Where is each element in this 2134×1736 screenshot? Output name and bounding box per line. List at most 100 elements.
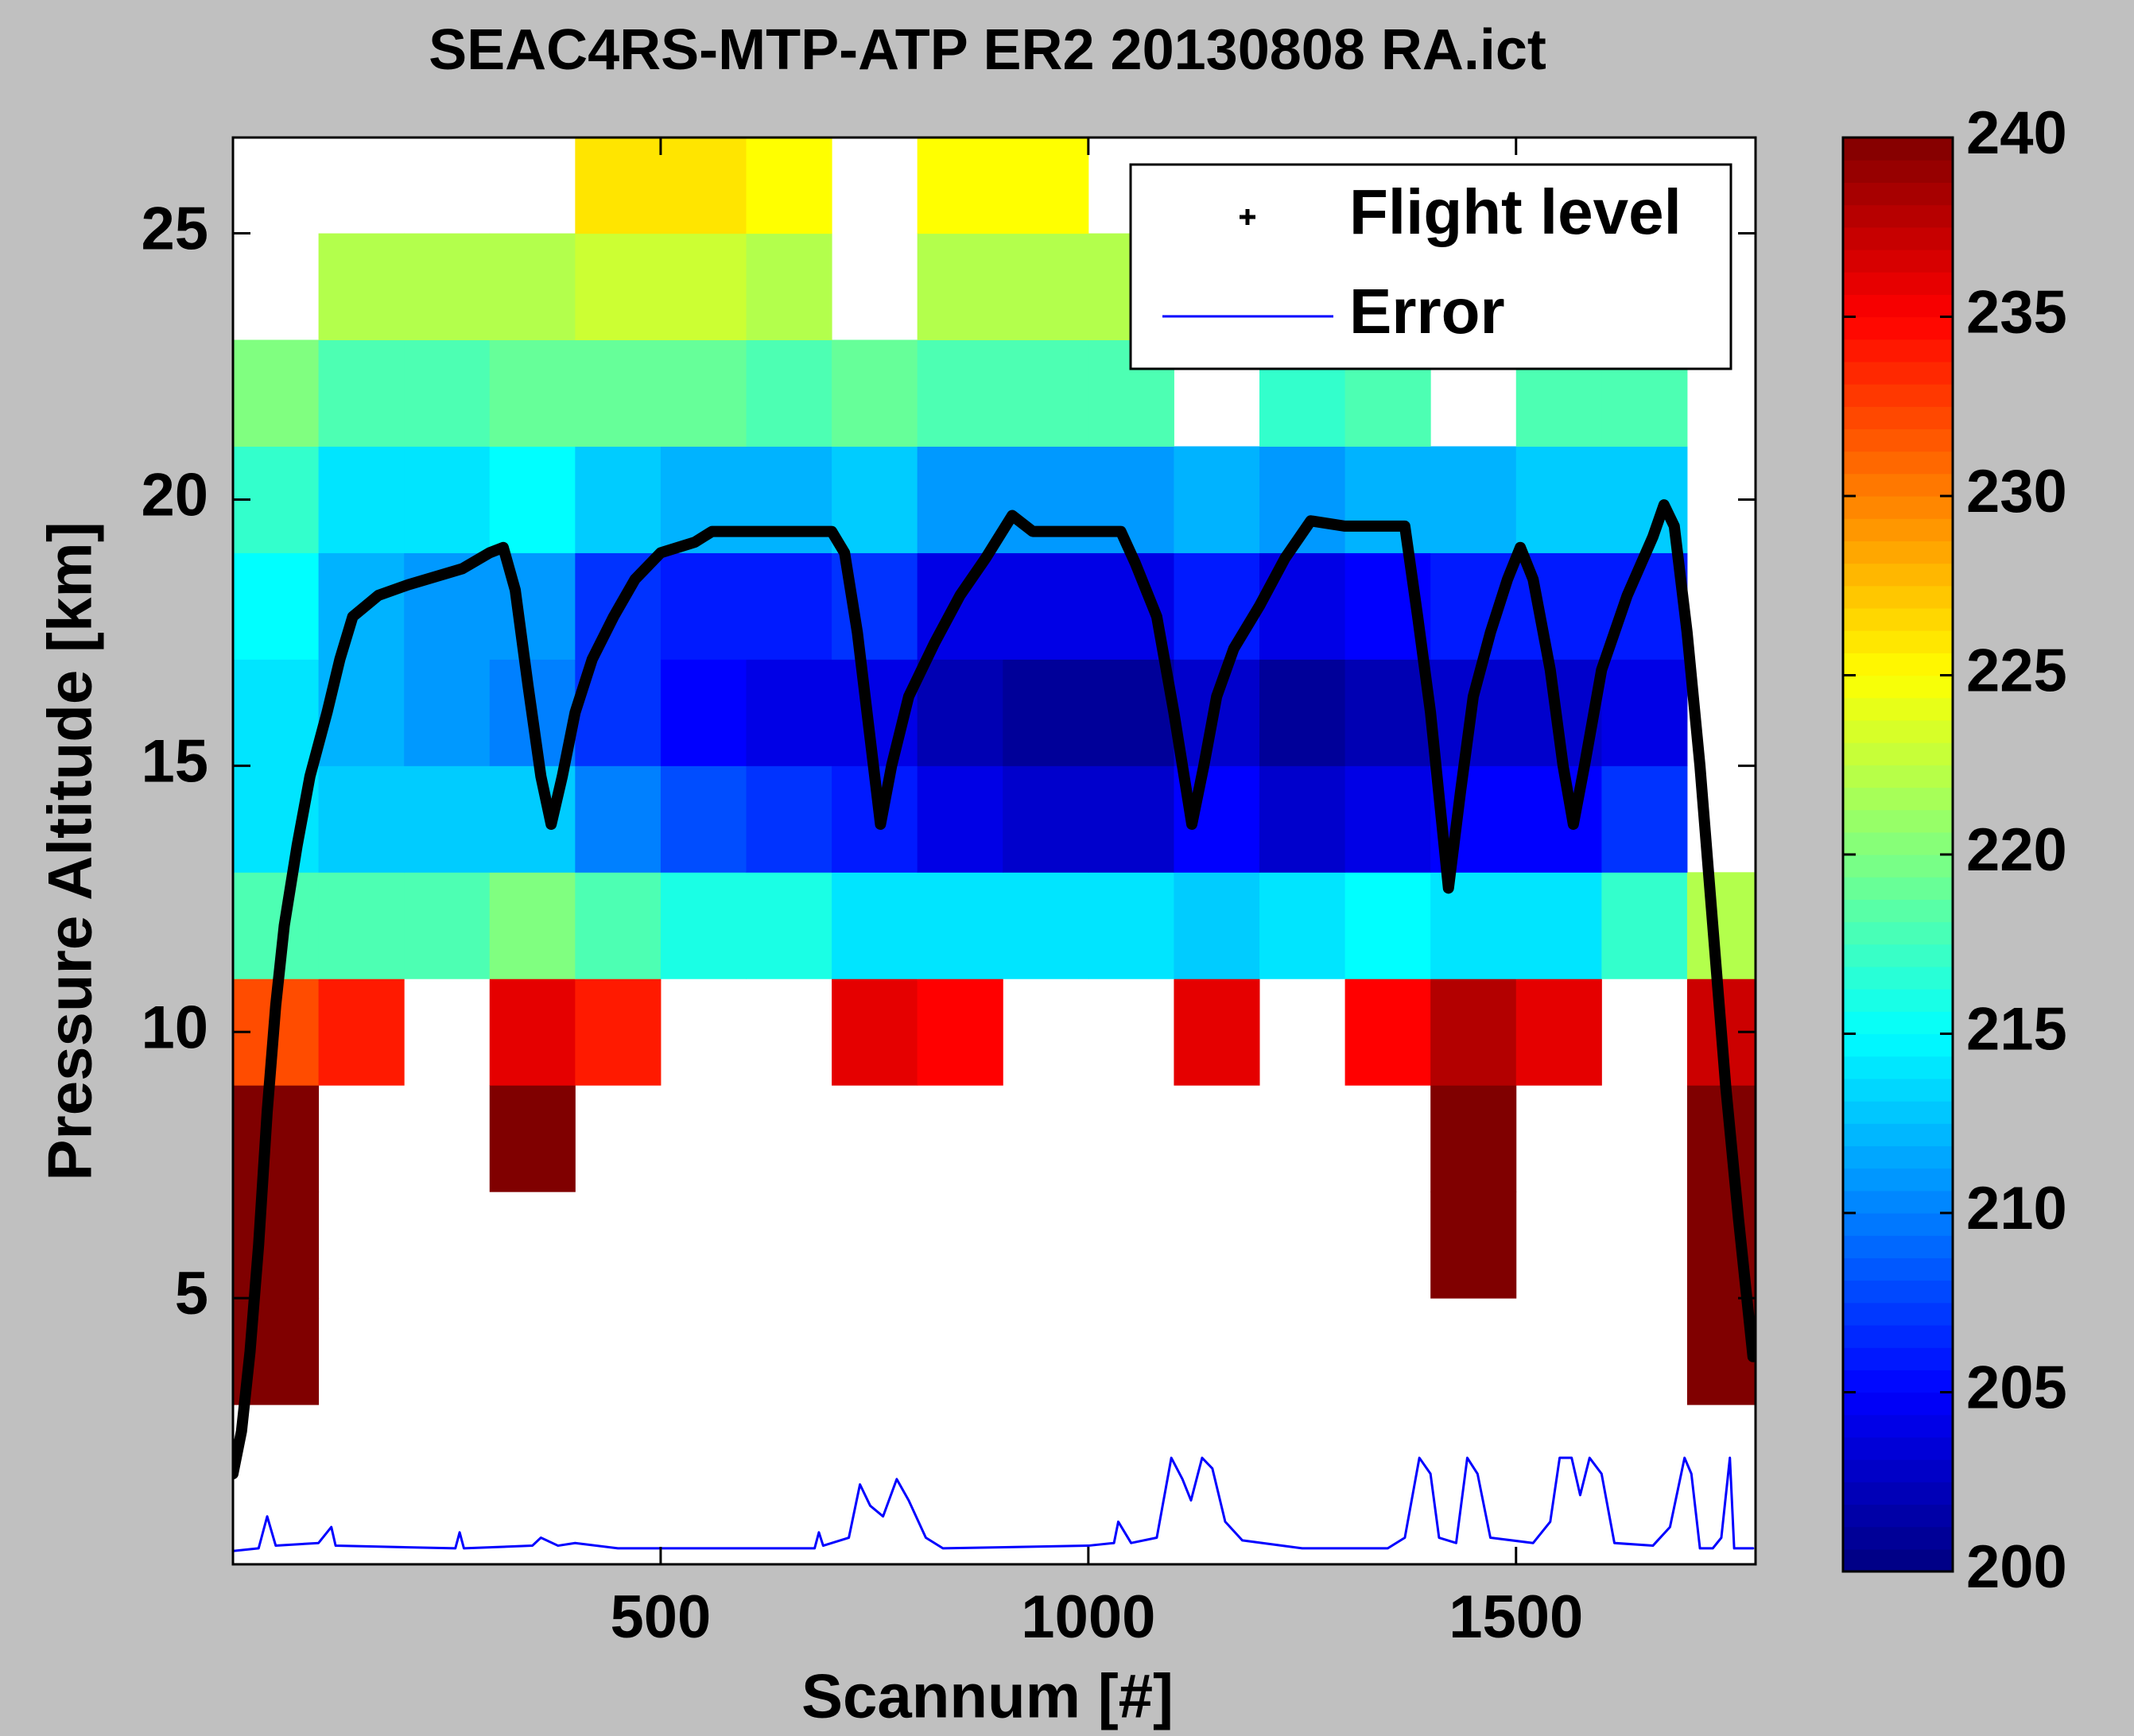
heatmap-cell bbox=[660, 765, 747, 873]
heatmap-cell bbox=[318, 765, 405, 873]
colorbar-segment bbox=[1843, 1302, 1953, 1326]
series-layer bbox=[233, 499, 1756, 1552]
heatmap-cell bbox=[404, 233, 491, 341]
heatmap-cell bbox=[746, 446, 832, 553]
colorbar-segment bbox=[1843, 966, 1953, 990]
heatmap-cell bbox=[318, 233, 405, 341]
heatmap-cell bbox=[1003, 339, 1089, 447]
colorbar-segment bbox=[1843, 877, 1953, 900]
heatmap-cell bbox=[1088, 659, 1174, 766]
heatmap-cell bbox=[575, 339, 662, 447]
heatmap-cell bbox=[1344, 765, 1431, 873]
colorbar-segment bbox=[1843, 809, 1953, 833]
heatmap-cell bbox=[1430, 1085, 1517, 1192]
heatmap-cell bbox=[1515, 978, 1602, 1086]
heatmap-cell bbox=[1088, 446, 1174, 553]
colorbar-segment bbox=[1843, 496, 1953, 519]
heatmap-cell bbox=[1601, 872, 1688, 979]
heatmap-cell bbox=[1601, 765, 1688, 873]
colorbar-segment bbox=[1843, 1370, 1953, 1393]
colorbar-segment bbox=[1843, 138, 1953, 161]
heatmap-cell bbox=[575, 233, 662, 341]
colorbar-segment bbox=[1843, 361, 1953, 385]
colorbar-segment bbox=[1843, 406, 1953, 430]
y-axis-label: Pressure Altitude [km] bbox=[35, 521, 105, 1180]
colorbar-segment bbox=[1843, 339, 1953, 362]
colorbar-segment bbox=[1843, 473, 1953, 497]
heatmap-cell bbox=[233, 552, 320, 660]
heatmap-cell bbox=[832, 978, 918, 1086]
colorbar-segment bbox=[1843, 563, 1953, 587]
heatmap-cell bbox=[318, 872, 405, 979]
colorbar-segment bbox=[1843, 719, 1953, 743]
heatmap-cell bbox=[746, 233, 832, 341]
heatmap-cell bbox=[489, 233, 576, 341]
heatmap-cell bbox=[746, 138, 832, 234]
colorbar-segment bbox=[1843, 1280, 1953, 1304]
heatmap-cell bbox=[233, 659, 320, 766]
heatmap-cell bbox=[489, 978, 576, 1086]
axes: 500 1000 1500 5 10 15 20 25 bbox=[141, 138, 1756, 1651]
heatmap-cell bbox=[404, 765, 491, 873]
colorbar-segment bbox=[1843, 1011, 1953, 1035]
colorbar-tick-label: 235 bbox=[1966, 279, 2067, 347]
heatmap-cell bbox=[1430, 978, 1517, 1086]
heatmap-cell bbox=[1344, 872, 1431, 979]
error-line bbox=[233, 1456, 1755, 1552]
colorbar-segment bbox=[1843, 384, 1953, 407]
colorbar-segment bbox=[1843, 451, 1953, 475]
legend-marker bbox=[1240, 209, 1255, 225]
colorbar-segment bbox=[1843, 1235, 1953, 1258]
heatmap-cell bbox=[489, 552, 576, 660]
colorbar-segment bbox=[1843, 182, 1953, 206]
heatmap-cell bbox=[660, 552, 747, 660]
heatmap-cell bbox=[1259, 765, 1346, 873]
colorbar-segment bbox=[1843, 1123, 1953, 1147]
colorbar-segment bbox=[1843, 607, 1953, 631]
heatmap-cell bbox=[917, 233, 1003, 341]
colorbar-segment bbox=[1843, 1078, 1953, 1102]
heatmap-cell bbox=[575, 978, 662, 1086]
heatmap-cell bbox=[489, 872, 576, 979]
colorbar-segment bbox=[1843, 854, 1953, 878]
colorbar-segment bbox=[1843, 1324, 1953, 1348]
heatmap-cell bbox=[1259, 659, 1346, 766]
heatmap-cell bbox=[1174, 446, 1260, 553]
colorbar-segment bbox=[1843, 272, 1953, 295]
heatmap-cell bbox=[746, 339, 832, 447]
colorbar-tick-label: 205 bbox=[1966, 1354, 2067, 1422]
heatmap-cell bbox=[917, 765, 1003, 873]
heatmap-cell bbox=[575, 765, 662, 873]
colorbar-tick-label: 230 bbox=[1966, 458, 2067, 525]
heatmap-cell bbox=[489, 1085, 576, 1192]
heatmap-cell bbox=[1686, 1085, 1756, 1192]
heatmap-cell bbox=[917, 659, 1003, 766]
colorbar-segment bbox=[1843, 899, 1953, 923]
heatmap bbox=[233, 138, 1756, 1405]
heatmap-cell bbox=[233, 339, 320, 447]
plot-frame bbox=[231, 136, 1757, 1566]
y-tick-label: 10 bbox=[141, 994, 208, 1061]
heatmap-cell bbox=[832, 872, 918, 979]
legend-label: Error bbox=[1349, 276, 1505, 347]
y-tick-label: 15 bbox=[141, 727, 208, 795]
heatmap-cell bbox=[746, 765, 832, 873]
heatmap-cell bbox=[1003, 233, 1089, 341]
colorbar-segment bbox=[1843, 1257, 1953, 1281]
heatmap-cell bbox=[404, 339, 491, 447]
colorbar-segment bbox=[1843, 742, 1953, 765]
heatmap-cell bbox=[917, 138, 1003, 234]
heatmap-cell bbox=[1088, 872, 1174, 979]
colorbar-segment bbox=[1843, 294, 1953, 318]
heatmap-cell bbox=[746, 872, 832, 979]
y-tick-label: 25 bbox=[141, 196, 208, 263]
colorbar-segment bbox=[1843, 1347, 1953, 1370]
heatmap-cell bbox=[746, 552, 832, 660]
colorbar-segment bbox=[1843, 1213, 1953, 1236]
colorbar-tick-label: 210 bbox=[1966, 1175, 2067, 1242]
heatmap-cell bbox=[1601, 659, 1688, 766]
colorbar-segment bbox=[1843, 204, 1953, 228]
heatmap-cell bbox=[1344, 446, 1431, 553]
heatmap-cell bbox=[1003, 446, 1089, 553]
